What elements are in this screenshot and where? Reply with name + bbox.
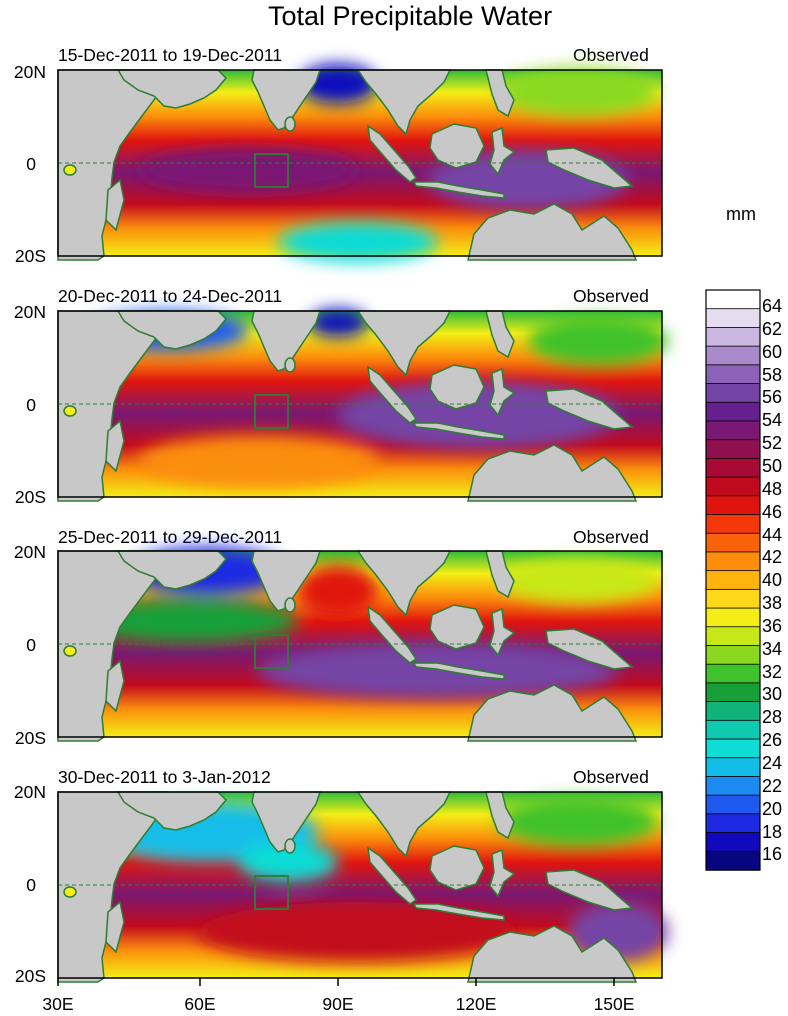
lon-label-120e: 120E (455, 994, 497, 1014)
colorbar-label: 58 (762, 364, 783, 385)
colorbar-swatch (705, 813, 761, 834)
panel-2-type: Observed (573, 286, 649, 306)
lat-label-20n: 20N (13, 542, 46, 562)
colorbar-label: 22 (762, 775, 783, 796)
colorbar-swatch (705, 850, 761, 871)
lon-label-30e: 30E (42, 994, 74, 1014)
colorbar-swatch (705, 607, 761, 628)
colorbar-label: 36 (762, 615, 783, 636)
colorbar-swatch (705, 457, 761, 478)
panel-2-date-range: 20-Dec-2011 to 24-Dec-2011 (58, 286, 283, 306)
panel-3-type: Observed (573, 527, 649, 547)
panel-1-type: Observed (573, 45, 649, 65)
colorbar-label: 32 (762, 661, 783, 682)
lon-label-150e: 150E (593, 994, 635, 1014)
colorbar-label: 54 (762, 410, 783, 431)
colorbar-swatch (705, 476, 761, 497)
colorbar-swatch (705, 719, 761, 740)
chart-title: Total Precipitable Water (267, 1, 553, 31)
colorbar-swatch (705, 401, 761, 422)
colorbar-label: 42 (762, 547, 783, 568)
colorbar-label: 64 (762, 296, 783, 316)
colorbar-label: 40 (762, 570, 783, 591)
colorbar-swatch (705, 626, 761, 647)
colorbar-swatch (705, 514, 761, 534)
lat-label-20n: 20N (13, 302, 46, 322)
colorbar-label: 26 (762, 730, 783, 751)
colorbar (705, 289, 761, 871)
panel-3-date-range: 25-Dec-2011 to 29-Dec-2011 (58, 527, 283, 547)
colorbar-swatch (705, 794, 761, 815)
colorbar-label: 60 (762, 341, 783, 362)
colorbar-swatch (705, 588, 761, 609)
colorbar-label: 20 (762, 798, 783, 819)
colorbar-label: 50 (762, 455, 783, 476)
colorbar-label: 30 (762, 684, 783, 705)
colorbar-swatch (705, 439, 761, 460)
colorbar-swatch (705, 308, 761, 329)
colorbar-swatch (705, 383, 761, 403)
panel-4-date-range: 30-Dec-2011 to 3-Jan-2012 (58, 767, 271, 787)
colorbar-label: 28 (762, 707, 783, 728)
colorbar-label: 18 (762, 821, 783, 842)
lat-label-20s: 20S (14, 487, 46, 507)
colorbar-label: 24 (762, 753, 783, 773)
map-panel-4 (57, 791, 668, 983)
colorbar-label: 44 (762, 524, 783, 545)
colorbar-label: 48 (762, 478, 783, 499)
panel-4-type: Observed (573, 767, 649, 787)
colorbar-label: 56 (762, 387, 783, 408)
panel-1-date-range: 15-Dec-2011 to 19-Dec-2011 (58, 45, 283, 65)
colorbar-swatch (705, 495, 761, 516)
colorbar-swatch (705, 663, 761, 684)
lat-label-0: 0 (26, 395, 36, 415)
lat-label-20n: 20N (13, 782, 46, 802)
lon-label-90e: 90E (322, 994, 354, 1014)
lat-label-20s: 20S (14, 966, 46, 986)
colorbar-label: 38 (762, 593, 783, 614)
colorbar-label: 46 (762, 501, 783, 522)
lat-label-0: 0 (26, 635, 36, 655)
colorbar-swatch (705, 551, 761, 572)
colorbar-swatch (705, 738, 761, 759)
colorbar-swatch (705, 645, 761, 665)
colorbar-swatch (705, 289, 761, 310)
colorbar-swatch (705, 570, 761, 591)
colorbar-label: 52 (762, 433, 783, 454)
colorbar-swatch (705, 776, 761, 796)
lat-label-20s: 20S (14, 246, 46, 266)
colorbar-swatch (705, 345, 761, 366)
colorbar-label: 62 (762, 318, 783, 339)
lat-label-0: 0 (26, 875, 36, 895)
colorbar-swatch (705, 327, 761, 347)
colorbar-swatch (705, 757, 761, 778)
colorbar-swatch (705, 682, 761, 703)
map-panel-3 (57, 547, 663, 742)
colorbar-swatch (705, 364, 761, 385)
map-panel-1 (57, 64, 663, 262)
colorbar-label: 34 (762, 638, 783, 659)
colorbar-swatch (705, 832, 761, 852)
colorbar-swatch (705, 701, 761, 722)
colorbar-swatch (705, 420, 761, 441)
unit-label: mm (726, 204, 756, 224)
lat-label-20n: 20N (13, 62, 46, 82)
lat-label-0: 0 (26, 154, 36, 174)
colorbar-swatch (705, 532, 761, 553)
lat-label-20s: 20S (14, 728, 46, 748)
lon-label-60e: 60E (184, 994, 216, 1014)
colorbar-outline (705, 289, 761, 871)
colorbar-label: 16 (762, 844, 783, 865)
map-panel-2 (57, 309, 668, 502)
